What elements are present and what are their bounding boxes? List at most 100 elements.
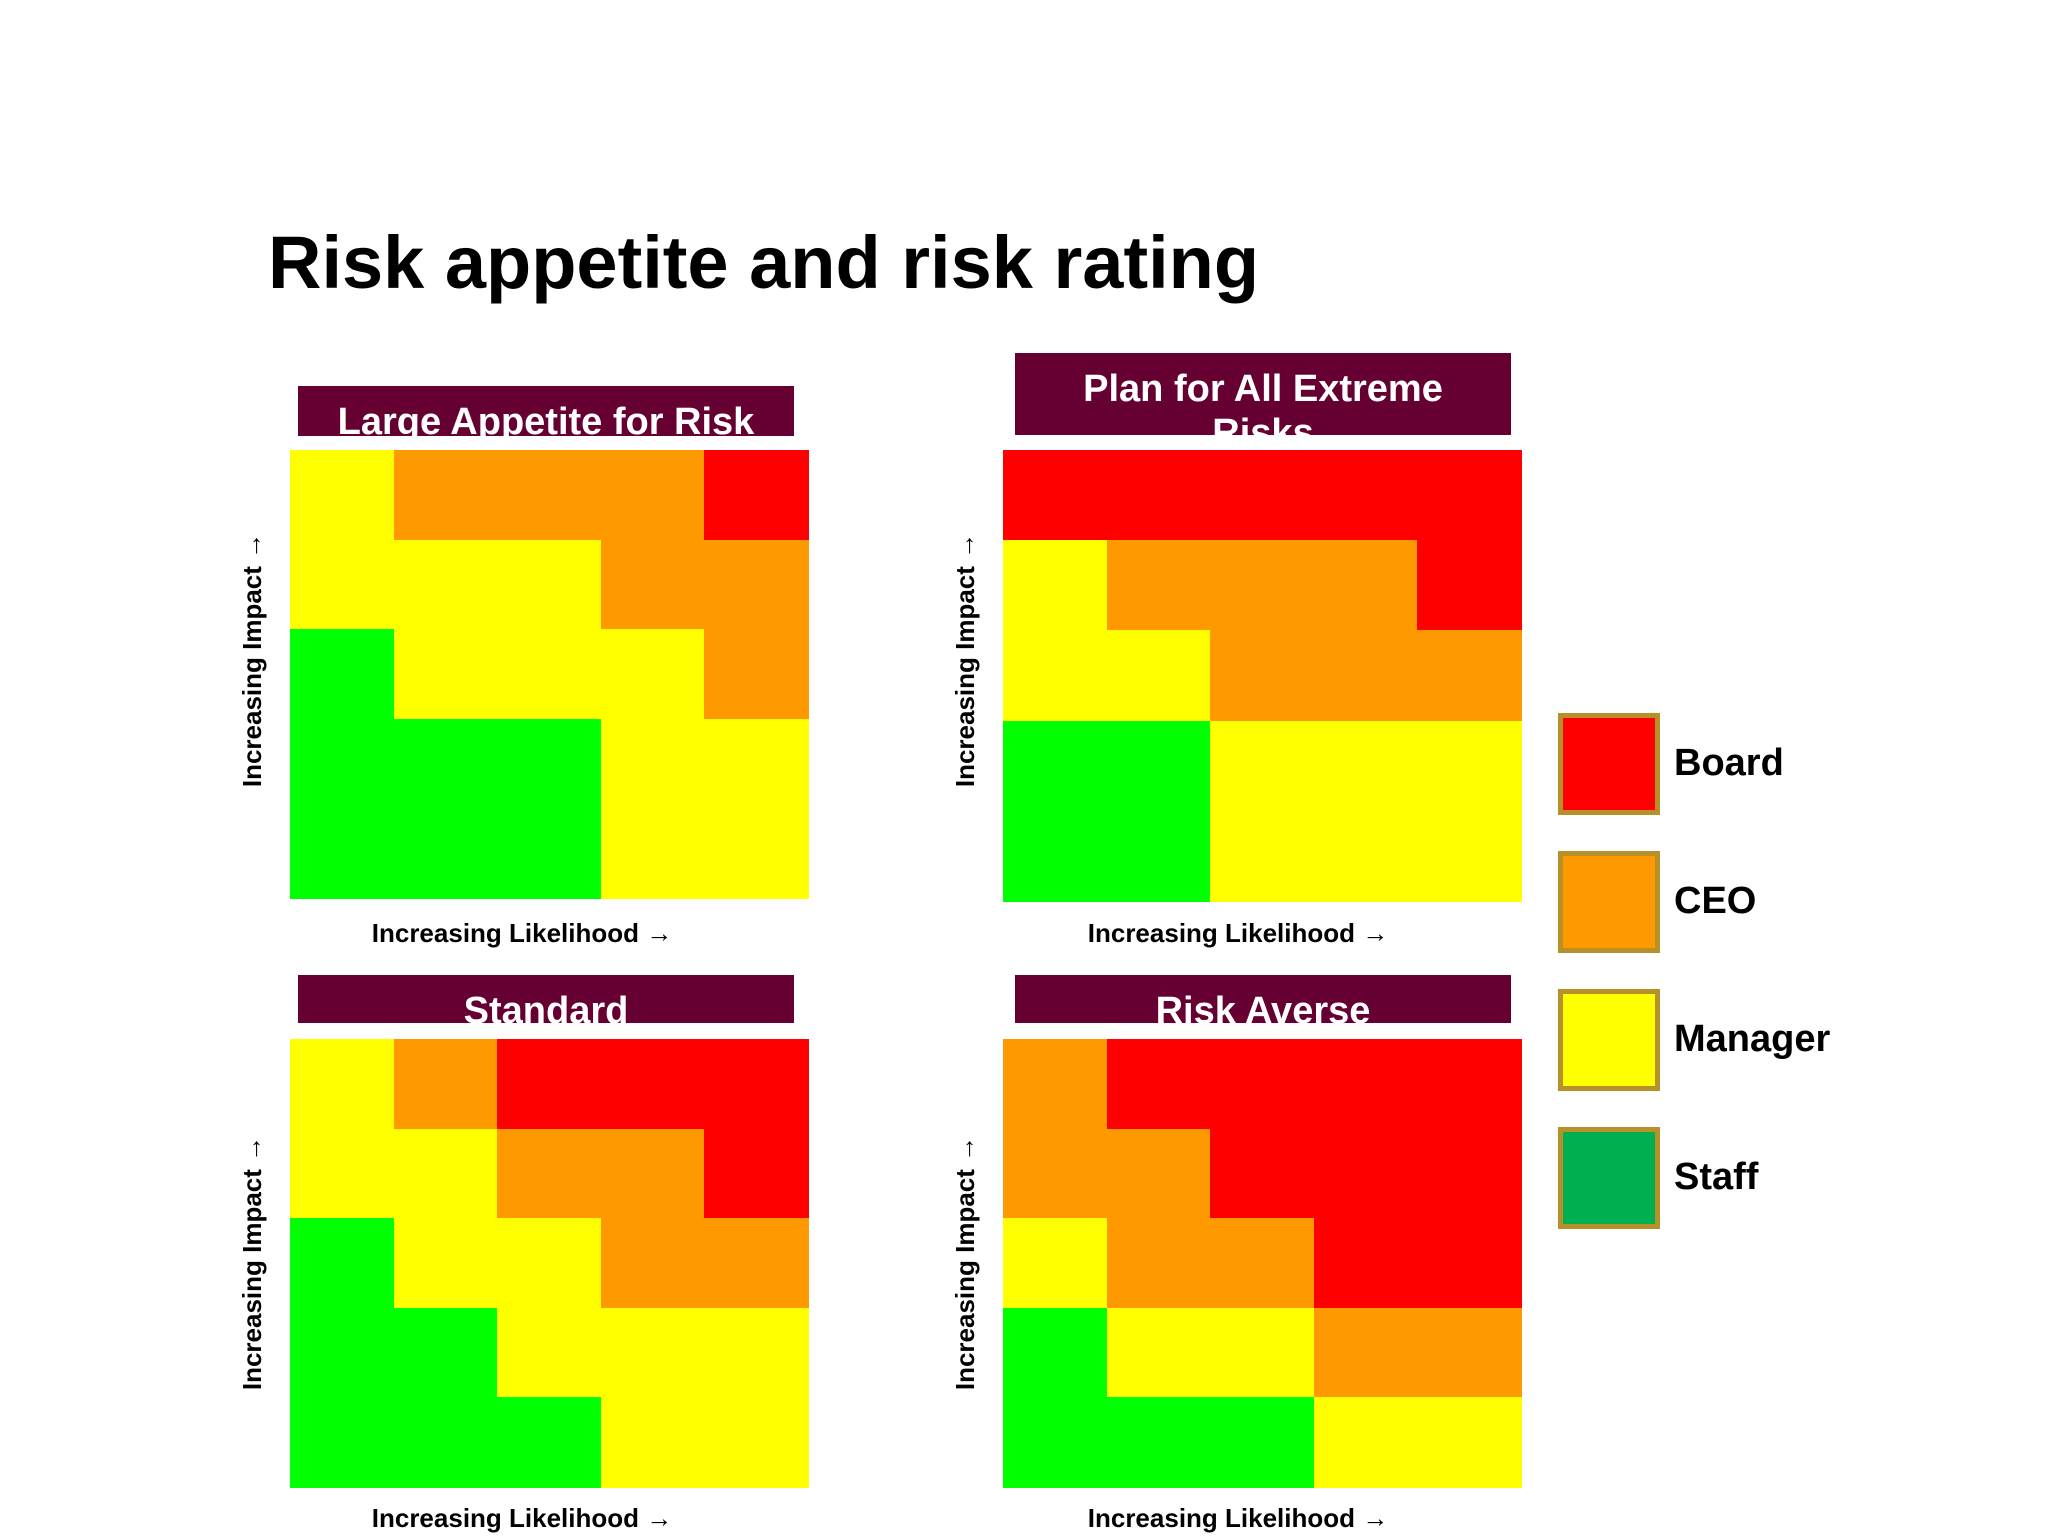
risk-cell-staff — [1107, 811, 1211, 902]
risk-grid — [1003, 450, 1522, 902]
risk-cell-manager — [704, 1397, 809, 1488]
risk-cell-staff — [394, 808, 498, 899]
risk-cell-staff — [290, 1308, 395, 1398]
legend-item-ceo: CEO — [1558, 851, 1878, 953]
risk-cell-ceo — [497, 1129, 602, 1219]
risk-cell-manager — [1417, 1397, 1522, 1488]
x-axis-label: Increasing Likelihood → — [371, 918, 673, 948]
risk-cell-manager — [1107, 1308, 1211, 1398]
legend-swatch — [1558, 1127, 1660, 1229]
risk-cell-ceo — [1210, 540, 1315, 631]
risk-cell-manager — [1314, 721, 1418, 812]
risk-cell-board — [1210, 450, 1315, 541]
risk-cell-ceo — [1107, 1218, 1211, 1309]
legend-item-staff: Staff — [1558, 1127, 1878, 1229]
risk-cell-staff — [1003, 811, 1108, 902]
risk-cell-manager — [1107, 630, 1211, 722]
legend-swatch — [1558, 851, 1660, 953]
risk-cell-manager — [1003, 1218, 1108, 1309]
risk-cell-ceo — [1107, 540, 1211, 631]
risk-cell-ceo — [1417, 1308, 1522, 1398]
risk-cell-ceo — [601, 1218, 705, 1309]
risk-cell-manager — [394, 629, 498, 720]
risk-cell-manager — [497, 1218, 602, 1309]
risk-cell-board — [1003, 450, 1108, 541]
legend-label: Manager — [1674, 1018, 1831, 1060]
risk-cell-manager — [1314, 1397, 1418, 1488]
risk-cell-manager — [1314, 811, 1418, 902]
risk-cell-manager — [704, 1308, 809, 1398]
risk-cell-staff — [1003, 1308, 1108, 1398]
risk-cell-staff — [290, 719, 395, 809]
risk-cell-board — [704, 1039, 809, 1130]
risk-cell-manager — [1417, 721, 1522, 812]
risk-cell-manager — [1210, 811, 1315, 902]
risk-cell-staff — [394, 719, 498, 809]
risk-cell-staff — [497, 808, 602, 899]
risk-cell-ceo — [394, 1039, 498, 1130]
legend-swatch — [1558, 989, 1660, 1091]
risk-cell-manager — [290, 1129, 395, 1219]
risk-grid — [1003, 1039, 1522, 1488]
legend-item-board: Board — [1558, 713, 1878, 815]
risk-cell-board — [1107, 450, 1211, 541]
risk-cell-board — [1417, 1129, 1522, 1219]
risk-grid — [290, 450, 809, 899]
risk-cell-ceo — [1210, 630, 1315, 722]
risk-cell-ceo — [497, 450, 602, 541]
panel-header: Plan for All Extreme Risks — [1015, 353, 1511, 435]
risk-cell-manager — [704, 719, 809, 809]
risk-cell-ceo — [601, 450, 705, 541]
y-axis-label: Increasing Impact → — [950, 532, 980, 788]
risk-cell-manager — [394, 1129, 498, 1219]
risk-cell-board — [1210, 1129, 1315, 1219]
risk-cell-staff — [290, 1397, 395, 1488]
risk-cell-ceo — [1314, 630, 1418, 722]
panel-header: Risk Averse — [1015, 975, 1511, 1023]
risk-cell-board — [1314, 1129, 1418, 1219]
risk-cell-manager — [394, 1218, 498, 1309]
risk-cell-ceo — [1003, 1129, 1108, 1219]
risk-cell-staff — [497, 1397, 602, 1488]
legend-label: Staff — [1674, 1156, 1759, 1198]
y-axis-label: Increasing Impact → — [237, 1135, 267, 1391]
risk-cell-manager — [1003, 630, 1108, 722]
x-axis-label: Increasing Likelihood → — [1087, 918, 1389, 948]
risk-cell-manager — [601, 629, 705, 720]
legend-label: CEO — [1674, 880, 1757, 922]
slide-title: Risk appetite and risk rating — [268, 221, 1260, 304]
risk-cell-staff — [290, 1218, 395, 1309]
risk-cell-board — [1210, 1039, 1315, 1130]
panel-header: Large Appetite for Risk — [298, 386, 794, 436]
risk-cell-staff — [394, 1308, 498, 1398]
risk-cell-manager — [290, 1039, 395, 1130]
risk-cell-ceo — [394, 450, 498, 541]
risk-cell-manager — [497, 1308, 602, 1398]
risk-cell-staff — [290, 629, 395, 720]
risk-cell-staff — [1003, 721, 1108, 812]
legend-swatch — [1558, 713, 1660, 815]
risk-cell-ceo — [1210, 1218, 1315, 1309]
risk-cell-staff — [497, 719, 602, 809]
y-axis-label: Increasing Impact → — [237, 532, 267, 788]
x-axis-label: Increasing Likelihood → — [371, 1503, 673, 1533]
risk-cell-board — [1417, 450, 1522, 541]
risk-cell-staff — [1003, 1397, 1108, 1488]
risk-cell-board — [1417, 1039, 1522, 1130]
risk-cell-ceo — [1417, 630, 1522, 722]
risk-cell-manager — [1210, 721, 1315, 812]
risk-cell-board — [704, 450, 809, 541]
risk-cell-board — [1417, 1218, 1522, 1309]
risk-cell-board — [1417, 540, 1522, 631]
risk-cell-manager — [1210, 1308, 1315, 1398]
risk-cell-manager — [290, 450, 395, 541]
risk-cell-board — [601, 1039, 705, 1130]
risk-cell-manager — [1003, 540, 1108, 631]
risk-cell-ceo — [601, 1129, 705, 1219]
risk-cell-manager — [290, 540, 395, 630]
risk-cell-ceo — [704, 540, 809, 630]
panel-header: Standard — [298, 975, 794, 1023]
risk-cell-ceo — [1107, 1129, 1211, 1219]
risk-cell-ceo — [1314, 540, 1418, 631]
risk-cell-manager — [704, 808, 809, 899]
